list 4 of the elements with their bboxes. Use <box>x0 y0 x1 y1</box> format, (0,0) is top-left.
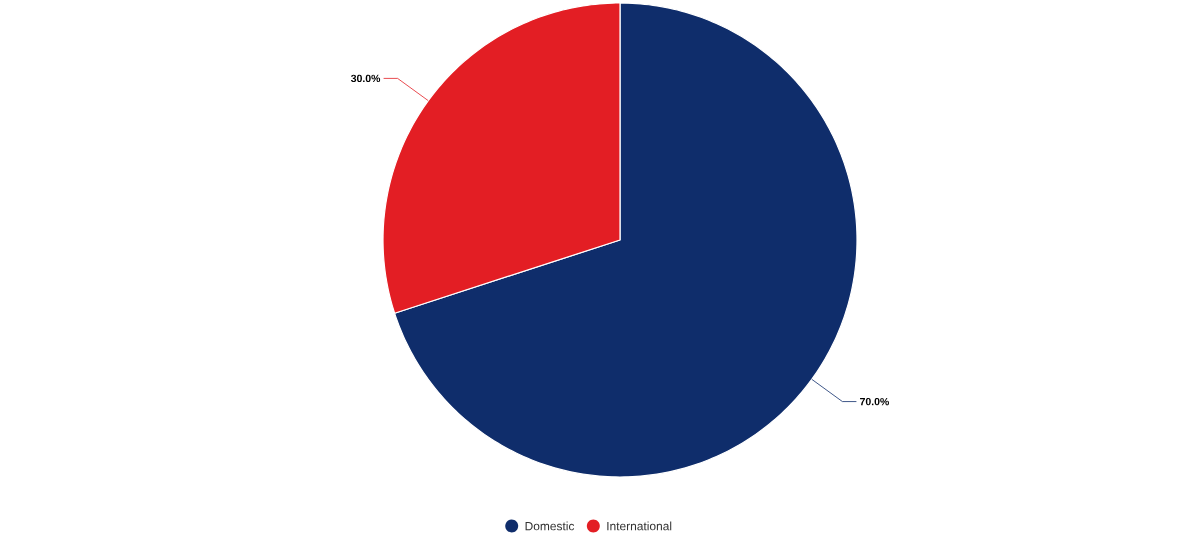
data-label: 30.0% <box>350 74 381 83</box>
data-label: 70.0% <box>860 397 889 406</box>
legend-label: International <box>607 521 672 531</box>
legend-label: Domestic <box>525 521 575 531</box>
